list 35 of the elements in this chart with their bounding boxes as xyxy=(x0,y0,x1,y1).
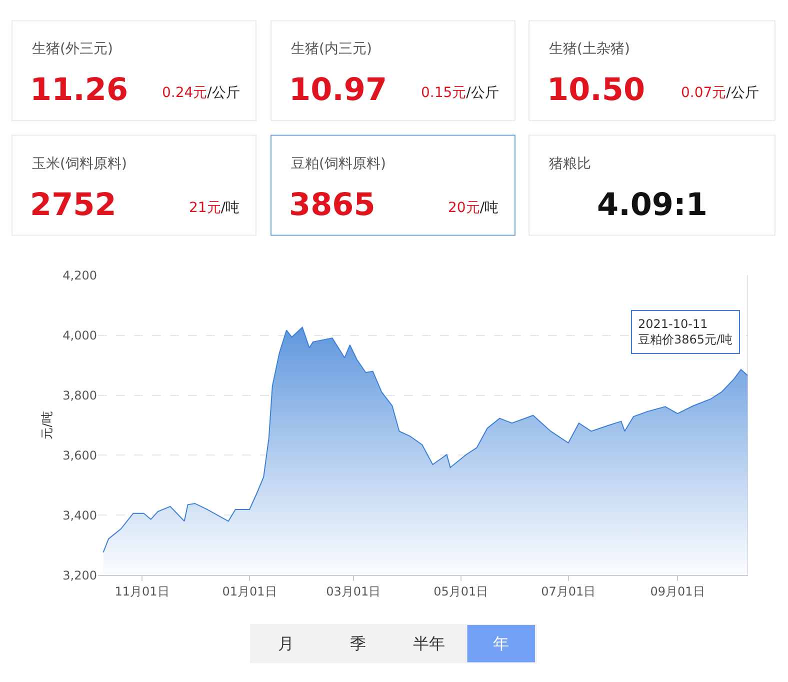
text: 0.24元 xyxy=(162,85,208,101)
x-tick-label: 07月01日 xyxy=(541,584,596,598)
text: 0.15元 xyxy=(421,85,466,101)
text: 10.97 xyxy=(289,72,388,108)
x-tick-label: 01月01日 xyxy=(222,584,277,598)
y-tick-label: 3,200 xyxy=(62,568,97,582)
x-tick-label: 09月01日 xyxy=(650,584,705,598)
text: 猪粮比 xyxy=(549,156,591,172)
text: 2752 xyxy=(30,187,116,223)
text: 玉米(饲料原料) xyxy=(32,156,127,172)
x-tick-label: 11月01日 xyxy=(114,584,170,598)
annotation: 2021-10-11 豆粕价3865元/吨 xyxy=(638,317,733,347)
text: 半年 xyxy=(413,634,445,653)
y-tick-label: 3,800 xyxy=(62,388,97,402)
text: 生猪(土杂猪) xyxy=(549,41,630,57)
text: 21元 xyxy=(189,200,221,216)
y-tick-label: 4,200 xyxy=(62,268,97,283)
text: 4.09:1 xyxy=(597,187,708,223)
text: 10.50 xyxy=(547,72,646,108)
x-tick-label: 05月01日 xyxy=(434,584,488,598)
text: 季 xyxy=(350,634,366,653)
text: 生猪(内三元) xyxy=(291,41,372,57)
text: 3865 xyxy=(289,187,376,223)
y-tick-label: 3,400 xyxy=(62,508,97,522)
text: 年 xyxy=(493,634,509,653)
text: 11.26 xyxy=(30,72,128,108)
text: 豆粕(饲料原料) xyxy=(291,156,386,172)
text: 生猪(外三元) xyxy=(32,41,113,57)
x-tick-label: 03月01日 xyxy=(326,584,381,598)
text: 20元 xyxy=(448,200,480,216)
text: 月 xyxy=(278,634,294,653)
y-tick-label: 4,000 xyxy=(62,328,97,343)
y-tick-label: 3,600 xyxy=(62,448,97,462)
text: 0.07元 xyxy=(681,85,726,101)
y-axis-title: 元/吨 xyxy=(40,411,54,440)
